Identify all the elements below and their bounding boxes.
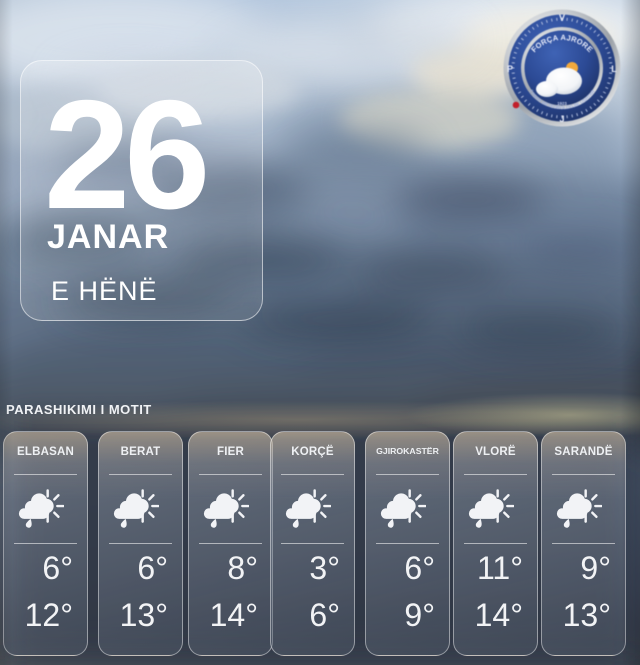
svg-text:J: J: [559, 114, 564, 124]
svg-text:P: P: [507, 64, 513, 74]
svg-text:V: V: [559, 13, 565, 23]
svg-text:L: L: [611, 64, 617, 74]
